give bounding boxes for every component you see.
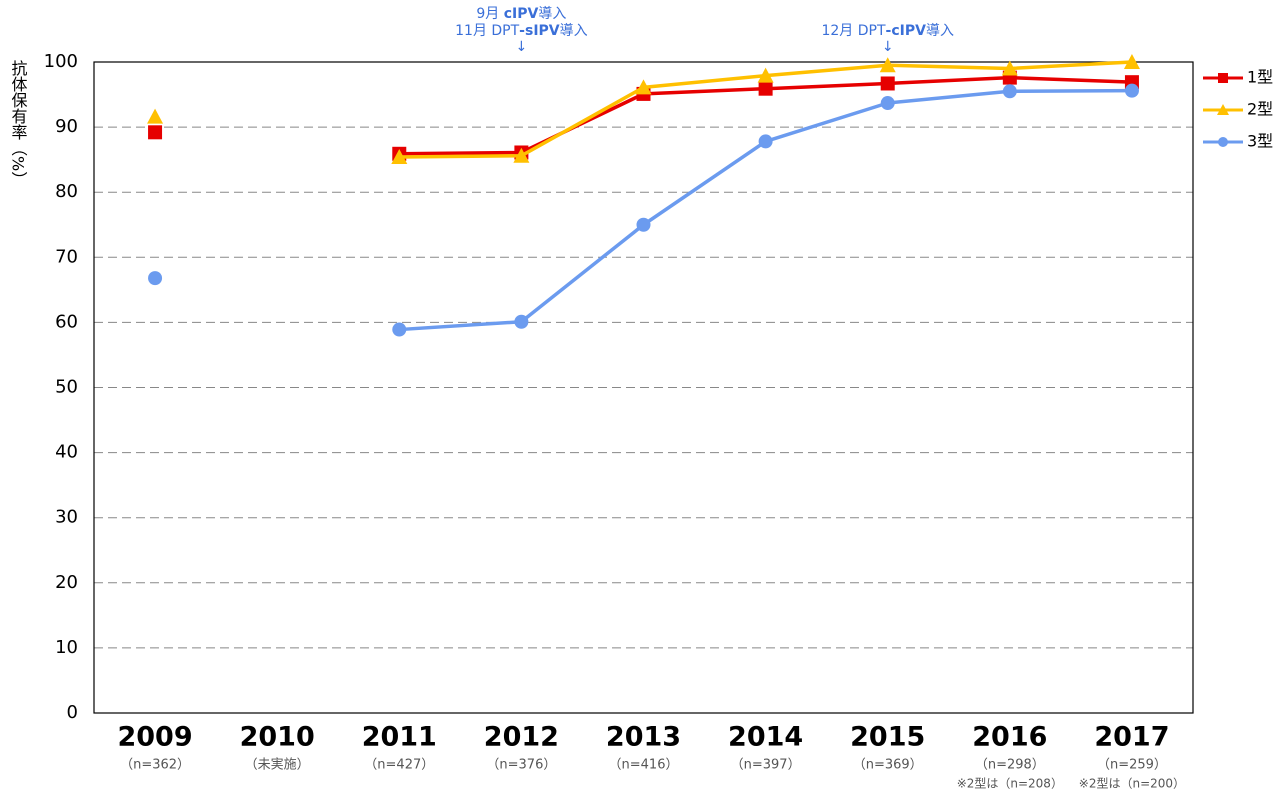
x-sublabel: （n=376） — [486, 758, 556, 773]
x-tick-label: 2013 — [606, 722, 681, 753]
marker — [757, 67, 774, 83]
x-sublabel: （n=362） — [120, 758, 190, 773]
x-sublabel: （n=369） — [853, 758, 923, 773]
annotation-part: 9月 — [476, 6, 503, 22]
annotation-part: cIPV — [504, 6, 539, 22]
y-tick-label: 70 — [55, 246, 78, 267]
x-sublabel: （n=298） — [975, 758, 1045, 773]
marker — [148, 125, 163, 140]
marker — [148, 271, 163, 286]
annotation-part: 導入 — [926, 23, 954, 39]
x-tick-label: 2010 — [240, 722, 315, 753]
marker — [758, 81, 773, 96]
marker — [1218, 73, 1228, 83]
marker — [758, 134, 773, 149]
annotation: 12月 DPT-cIPV導入 — [821, 23, 953, 39]
x-note: ※2型は（n=208） — [957, 777, 1063, 791]
y-tick-label: 100 — [44, 51, 78, 72]
y-tick-label: 90 — [55, 116, 78, 137]
y-tick-label: 60 — [55, 311, 78, 332]
annotation: 11月 DPT-sIPV導入 — [455, 23, 588, 39]
annotation: 9月 cIPV導入 — [476, 6, 566, 22]
annotation-part: 11月 DPT — [455, 23, 519, 39]
x-tick-label: 2009 — [117, 722, 192, 753]
marker — [880, 96, 895, 111]
marker — [514, 314, 529, 329]
marker — [880, 76, 895, 91]
x-sublabel: （n=416） — [609, 758, 679, 773]
annotation-part: -sIPV — [519, 23, 560, 39]
legend-label: 1型 — [1247, 68, 1273, 87]
plot-frame — [93, 61, 1194, 714]
annotation-part: 12月 DPT — [821, 23, 885, 39]
marker — [391, 149, 408, 165]
x-tick-label: 2016 — [972, 722, 1047, 753]
marker — [879, 57, 896, 73]
annotation-arrow: ↓ — [882, 39, 894, 55]
marker — [1123, 54, 1140, 69]
marker — [1218, 137, 1228, 147]
marker — [1002, 84, 1017, 99]
legend-label: 2型 — [1247, 100, 1273, 119]
x-tick-label: 2011 — [362, 722, 437, 753]
annotation-part: 導入 — [538, 6, 566, 22]
series-line — [399, 88, 1132, 332]
x-sublabel: （n=427） — [364, 758, 434, 773]
x-tick-label: 2017 — [1094, 722, 1169, 753]
y-tick-label: 40 — [55, 442, 78, 463]
x-sublabel: （n=397） — [731, 758, 801, 773]
y-tick-label: 0 — [67, 702, 78, 723]
marker — [635, 79, 652, 95]
y-tick-label: 10 — [55, 637, 78, 658]
y-axis-label: 抗体保有率（%） — [9, 60, 28, 187]
x-tick-label: 2014 — [728, 722, 803, 753]
marker — [392, 322, 407, 337]
annotation-part: -cIPV — [886, 23, 927, 39]
x-tick-label: 2015 — [850, 722, 925, 753]
annotation-part: 導入 — [560, 23, 588, 39]
annotation-arrow: ↓ — [516, 39, 528, 55]
marker — [147, 108, 164, 124]
marker — [1001, 60, 1018, 76]
x-note: ※2型は（n=200） — [1079, 777, 1185, 791]
y-tick-label: 50 — [55, 377, 78, 398]
x-sublabel: （未実施） — [245, 757, 310, 773]
marker — [513, 147, 530, 163]
legend-label: 3型 — [1247, 132, 1273, 151]
series — [148, 83, 1139, 337]
marker — [636, 217, 651, 232]
y-tick-label: 30 — [55, 507, 78, 528]
marker — [1217, 104, 1229, 115]
x-tick-label: 2012 — [484, 722, 559, 753]
series — [147, 54, 1140, 165]
y-tick-label: 80 — [55, 181, 78, 202]
y-tick-label: 20 — [55, 572, 78, 593]
marker — [1124, 83, 1139, 98]
x-sublabel: （n=259） — [1097, 758, 1167, 773]
